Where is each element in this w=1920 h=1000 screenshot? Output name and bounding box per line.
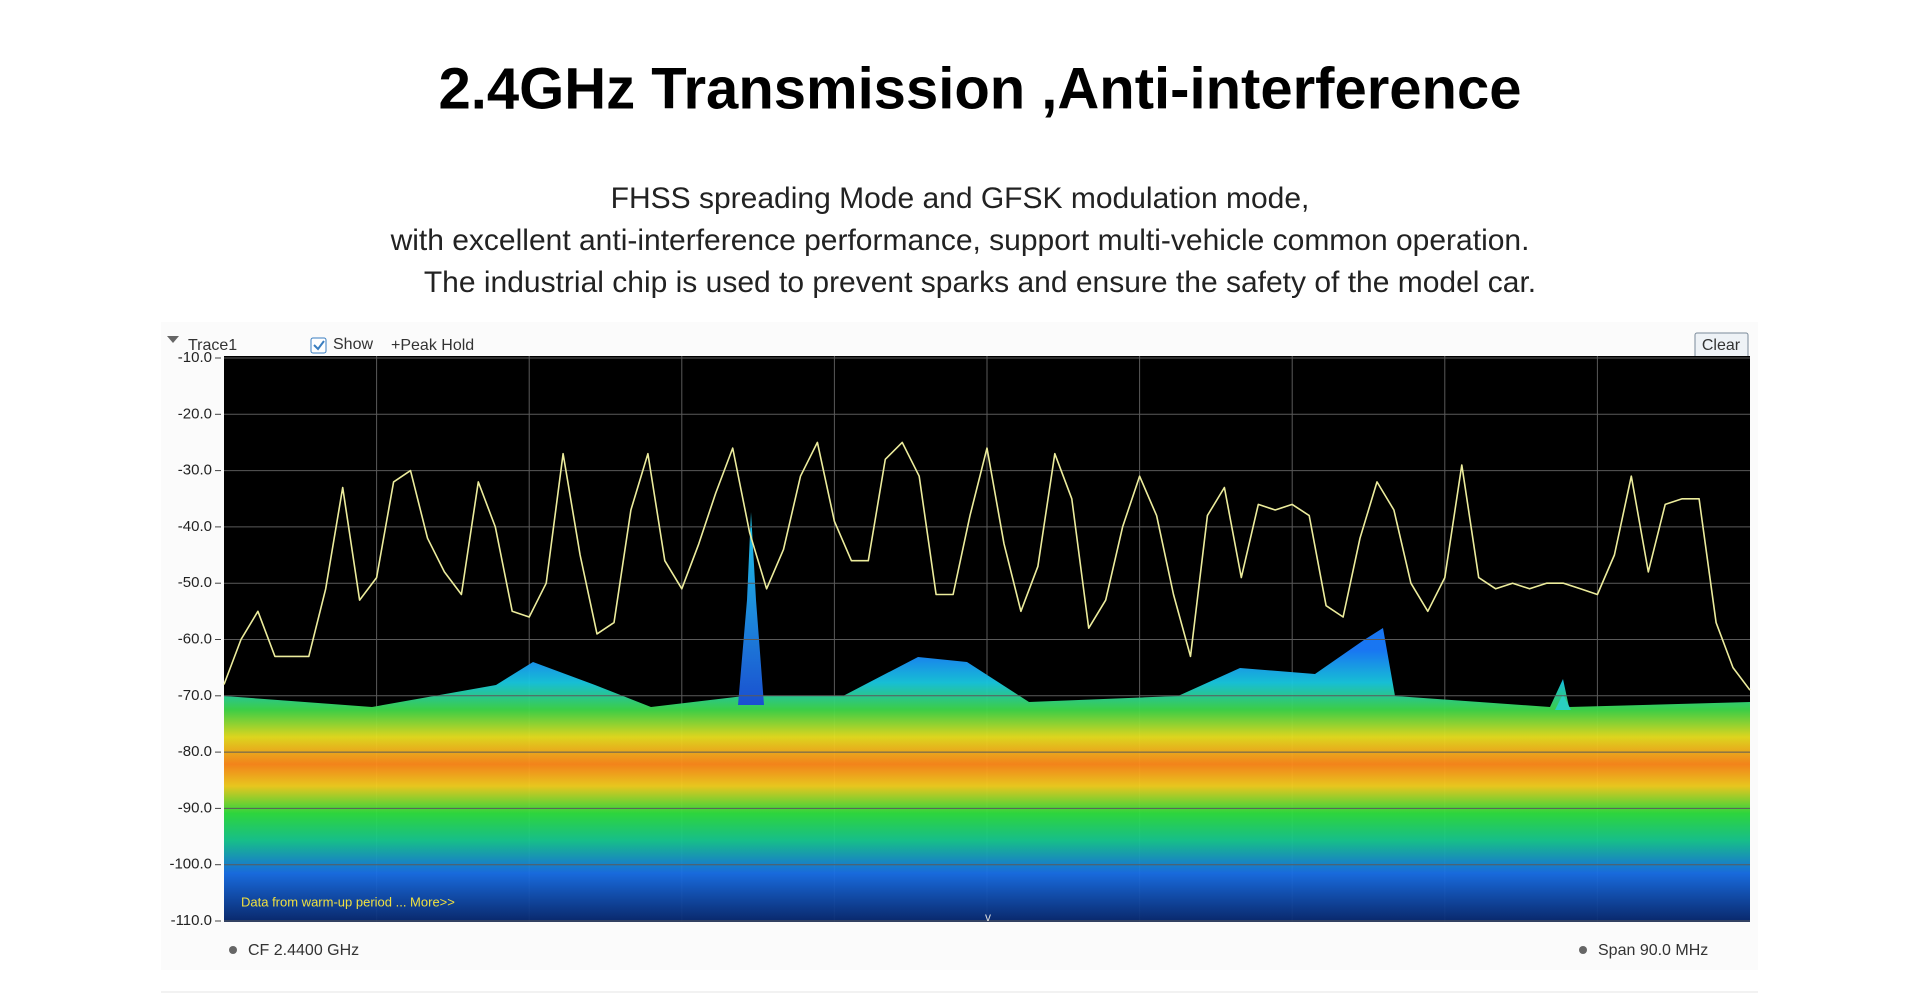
cf-icon	[229, 946, 237, 954]
show-checkbox[interactable]	[310, 337, 327, 354]
collapse-icon[interactable]	[167, 336, 179, 343]
signal-spike	[738, 512, 764, 705]
description-line: FHSS spreading Mode and GFSK modulation …	[611, 182, 1310, 215]
signal-spike	[1555, 694, 1571, 710]
peak-hold-label[interactable]: +Peak Hold	[391, 337, 474, 354]
warmup-note[interactable]: Data from warm-up period ... More>>	[241, 894, 455, 909]
y-tick-label: -50.0	[178, 574, 212, 591]
y-tick-label: -60.0	[178, 630, 212, 647]
check-mark	[313, 340, 325, 351]
clear-label: Clear	[1702, 337, 1741, 354]
span-icon	[1579, 946, 1587, 954]
horizontal-grid	[224, 357, 1750, 922]
trace-line	[223, 441, 1751, 691]
center-frequency: CF 2.4400 GHz	[248, 942, 359, 959]
y-tick-label: -100.0	[169, 856, 212, 873]
show-label: Show	[333, 336, 373, 353]
y-tick-label: -20.0	[178, 405, 212, 422]
y-tick-label: -30.0	[178, 462, 212, 479]
y-tick-label: -70.0	[178, 687, 212, 704]
description-line: with excellent anti-interference perform…	[390, 224, 1530, 257]
trace-name: Trace1	[188, 337, 237, 354]
span: Span 90.0 MHz	[1598, 942, 1708, 959]
waterfall-density	[224, 628, 1750, 922]
y-tick-label: -110.0	[171, 912, 212, 929]
y-tick-label: -90.0	[178, 799, 212, 816]
title: 2.4GHz Transmission ,Anti-interference	[439, 56, 1522, 121]
y-tick-label: -40.0	[178, 518, 212, 535]
description-line: The industrial chip is used to prevent s…	[424, 266, 1536, 299]
marker: v	[985, 910, 991, 924]
y-tick-label: -10.0	[178, 349, 212, 366]
y-tick-label: -80.0	[178, 743, 212, 760]
